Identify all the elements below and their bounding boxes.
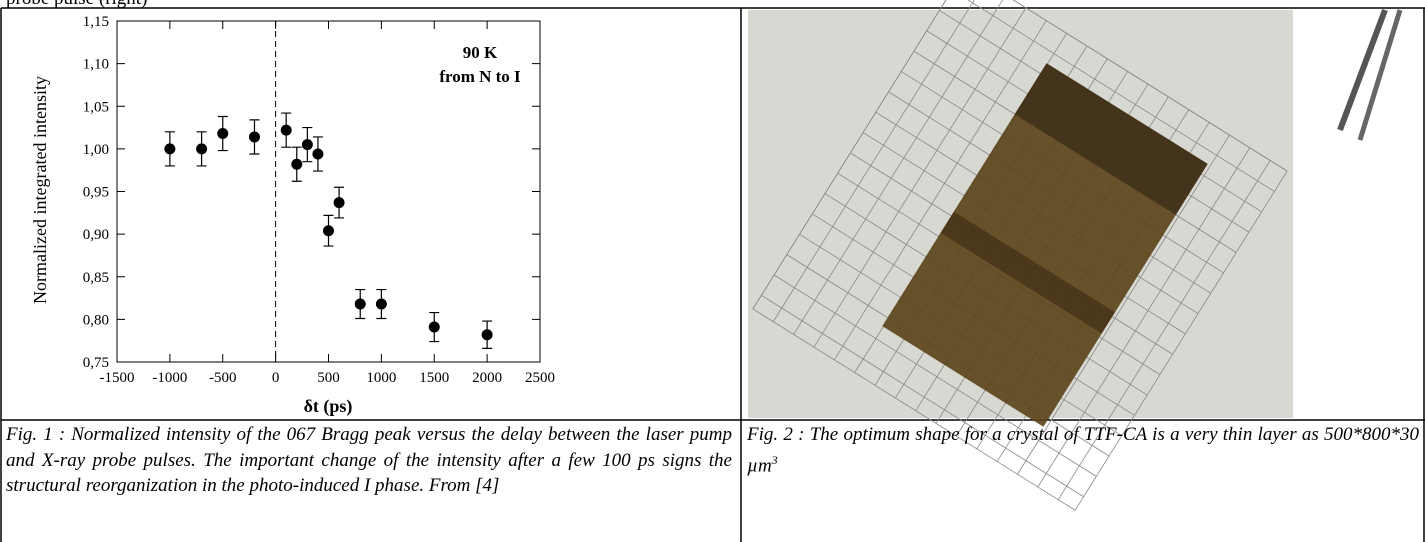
caption-text: Fig. 2 : The optimum shape for a crystal… bbox=[747, 424, 1419, 476]
y-tick-label: 1,00 bbox=[83, 142, 109, 158]
data-point bbox=[429, 322, 440, 333]
data-point bbox=[291, 159, 302, 170]
x-tick-label: 500 bbox=[317, 370, 340, 386]
data-point bbox=[323, 225, 334, 236]
data-point bbox=[164, 143, 175, 154]
data-point bbox=[376, 299, 387, 310]
data-point bbox=[334, 197, 345, 208]
x-tick-label: 1500 bbox=[419, 370, 449, 386]
x-tick-label: 0 bbox=[272, 370, 280, 386]
data-point bbox=[281, 125, 292, 136]
y-axis-label: Normalized integrated intensity bbox=[30, 76, 50, 304]
x-tick-label: -1500 bbox=[100, 370, 135, 386]
data-point bbox=[217, 128, 228, 139]
data-point bbox=[355, 299, 366, 310]
y-tick-label: 0,80 bbox=[83, 312, 109, 328]
data-point bbox=[312, 148, 323, 159]
page: {"header_fragment": "probe pulse (right)… bbox=[0, 0, 1425, 542]
y-tick-label: 1,15 bbox=[83, 14, 109, 30]
caption: Fig. 2 : The optimum shape for a crystal… bbox=[747, 422, 1419, 478]
data-point bbox=[482, 329, 493, 340]
x-tick-label: 1000 bbox=[366, 370, 396, 386]
y-tick-label: 1,10 bbox=[83, 57, 109, 73]
data-point bbox=[196, 143, 207, 154]
y-tick-label: 1,05 bbox=[83, 99, 109, 115]
annotation: 90 K bbox=[463, 43, 498, 62]
x-axis-label: δt (ps) bbox=[304, 396, 353, 417]
caption: Fig. 1 : Normalized intensity of the 067… bbox=[6, 422, 732, 499]
y-tick-label: 0,85 bbox=[83, 270, 109, 286]
y-tick-label: 0,95 bbox=[83, 185, 109, 201]
x-tick-label: 2000 bbox=[472, 370, 502, 386]
x-tick-label: -1000 bbox=[152, 370, 187, 386]
data-point bbox=[249, 131, 260, 142]
data-point bbox=[302, 139, 313, 150]
annotation: from N to I bbox=[439, 67, 521, 86]
x-tick-label: -500 bbox=[209, 370, 237, 386]
caption-superscript: 3 bbox=[772, 453, 778, 467]
y-tick-label: 0,75 bbox=[83, 355, 109, 371]
y-tick-label: 0,90 bbox=[83, 227, 109, 243]
x-tick-label: 2500 bbox=[525, 370, 555, 386]
